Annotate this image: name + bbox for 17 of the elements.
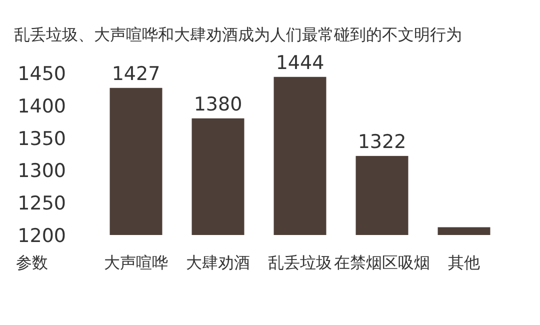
y-tick-label: 1450 [18, 63, 66, 85]
x-tick-label: 大肆劝酒 [186, 253, 250, 272]
data-label: 1380 [194, 93, 242, 116]
data-label: 1322 [358, 130, 406, 153]
data-label: 1444 [276, 52, 324, 74]
y-tick-label: 1350 [18, 128, 66, 150]
y-tick-label: 1250 [18, 192, 66, 215]
x-tick-label: 其他 [448, 253, 480, 272]
y-tick-label: 1200 [18, 225, 66, 247]
chart-title: 乱丢垃圾、大声喧哗和大肆劝酒成为人们最常碰到的不文明行为 [14, 25, 462, 44]
data-label: 1427 [112, 62, 160, 85]
y-tick-label: 1300 [18, 160, 66, 182]
y-tick-label: 1400 [18, 95, 66, 118]
x-tick-label: 乱丢垃圾 [268, 253, 332, 272]
x-tick-label: 大声喧哗 [104, 253, 168, 272]
y-axis-title: 参数 [16, 253, 48, 272]
x-tick-label: 在禁烟区吸烟 [334, 253, 430, 272]
